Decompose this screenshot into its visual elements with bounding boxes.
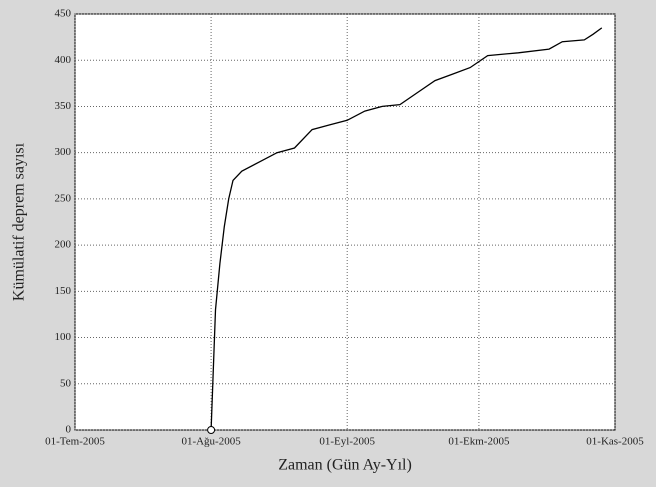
- y-tick-label: 450: [55, 8, 72, 20]
- y-tick-label: 200: [55, 239, 72, 251]
- start-marker: [207, 426, 216, 434]
- y-tick-label: 250: [55, 192, 72, 204]
- y-tick-label: 50: [60, 377, 72, 389]
- x-tick-label: 01-Ekm-2005: [448, 436, 510, 448]
- y-tick-label: 300: [55, 146, 72, 158]
- x-tick-label: 01-Eyl-2005: [319, 436, 375, 448]
- x-tick-label: 01-Kas-2005: [586, 436, 644, 448]
- y-tick-label: 400: [55, 54, 72, 66]
- x-axis-title: Zaman (Gün Ay-Yıl): [278, 457, 412, 474]
- data-line: [210, 27, 603, 431]
- y-axis-title: Kümülatif deprem sayısı: [11, 142, 28, 301]
- y-tick-label: 100: [55, 331, 72, 343]
- y-tick-label: 150: [55, 285, 72, 297]
- plot-area: [74, 13, 616, 431]
- y-tick-label: 350: [55, 100, 72, 112]
- x-tick-label: 01-Tem-2005: [45, 436, 105, 448]
- y-tick-label: 0: [66, 424, 72, 436]
- x-tick-label: 01-Ağu-2005: [181, 436, 241, 448]
